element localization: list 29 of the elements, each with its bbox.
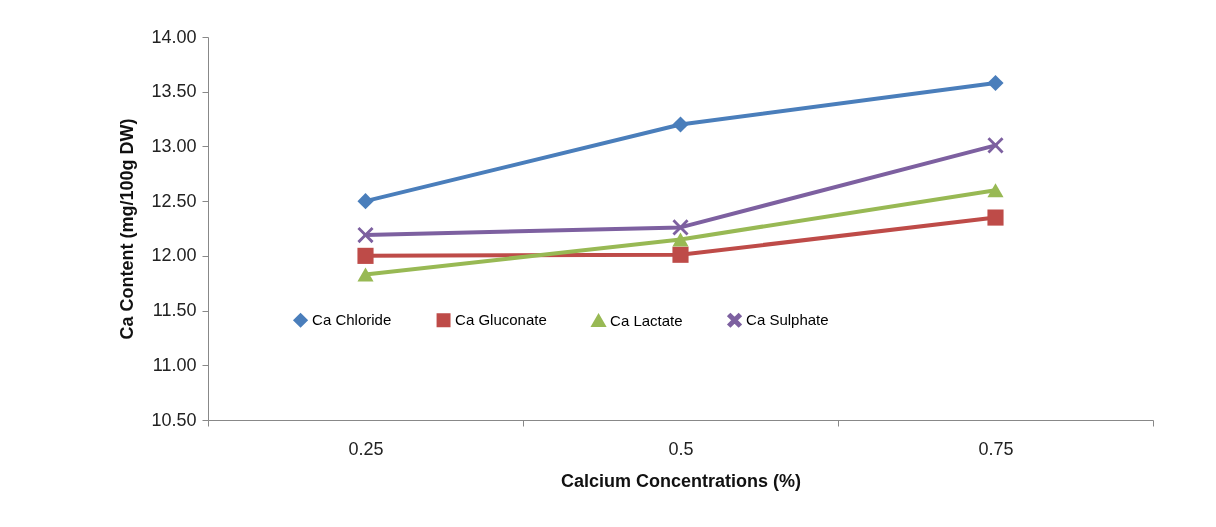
x-tick-label: 0.75 bbox=[978, 438, 1014, 459]
legend-label: Ca Gluconate bbox=[455, 311, 547, 329]
y-tick-label: 12.00 bbox=[151, 245, 197, 266]
y-axis-title: Ca Content (mg/100g DW) bbox=[117, 118, 138, 340]
point bbox=[987, 74, 1004, 92]
point bbox=[357, 193, 374, 210]
legend-label: Ca Sulphate bbox=[746, 311, 829, 329]
legend-label: Ca Lactate bbox=[610, 311, 683, 329]
x-tick-label: 0.25 bbox=[348, 438, 384, 459]
point bbox=[672, 116, 689, 133]
y-tick-label: 11.00 bbox=[152, 354, 197, 375]
y-tick-label: 12.50 bbox=[151, 190, 197, 211]
y-tick-label: 10.50 bbox=[151, 409, 197, 430]
point bbox=[357, 267, 374, 282]
point bbox=[672, 232, 689, 247]
point bbox=[357, 227, 374, 244]
legend-label: Ca Chloride bbox=[312, 311, 392, 329]
y-tick-label: 13.00 bbox=[151, 135, 197, 156]
point bbox=[987, 137, 1004, 154]
y-tick-label: 11.50 bbox=[152, 300, 197, 321]
y-tick-label: 13.50 bbox=[151, 81, 197, 102]
point bbox=[672, 219, 689, 236]
x-axis-title: Calcium Concentrations (%) bbox=[560, 470, 802, 491]
y-tick-label: 14.00 bbox=[151, 26, 197, 47]
point bbox=[672, 246, 689, 263]
point bbox=[357, 247, 374, 264]
point bbox=[987, 209, 1004, 226]
x-tick-label: 0.5 bbox=[668, 438, 694, 459]
point bbox=[987, 183, 1004, 198]
